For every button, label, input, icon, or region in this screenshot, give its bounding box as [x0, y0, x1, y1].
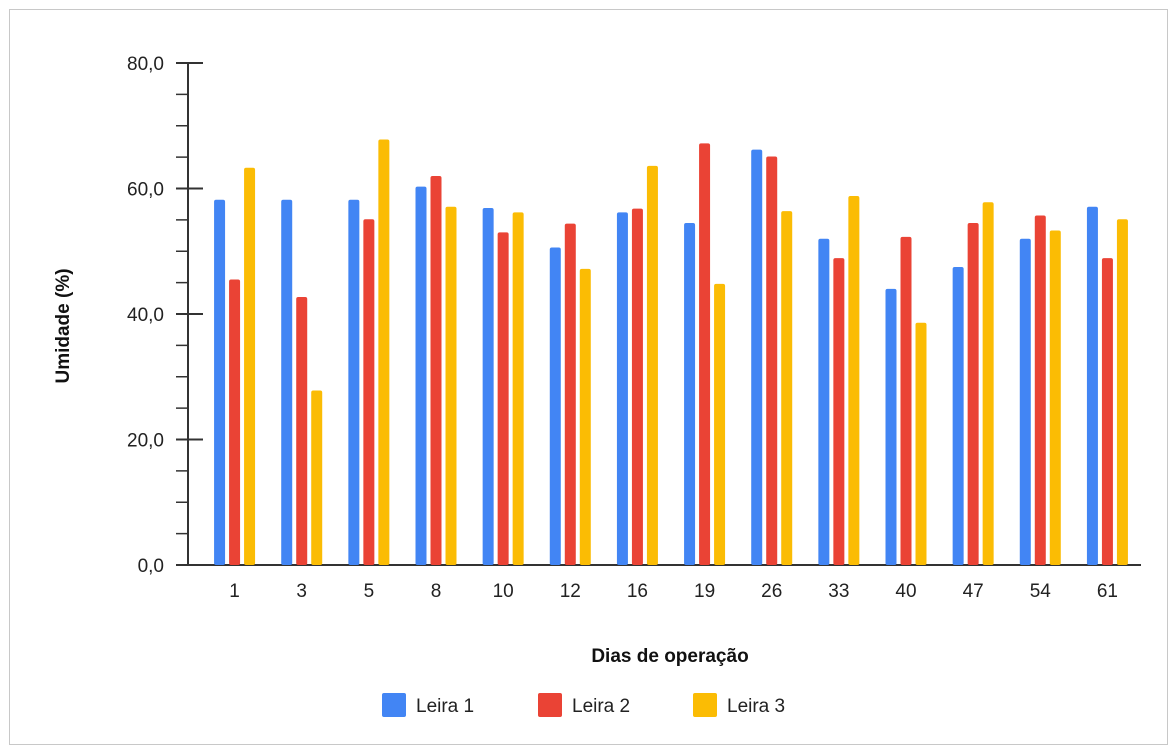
x-tick-label: 1	[229, 581, 240, 602]
legend-label: Leira 1	[416, 696, 474, 717]
x-tick-label: 3	[296, 581, 307, 602]
bar-leira-2-10	[497, 232, 509, 566]
legend: Leira 1 Leira 2 Leira 3	[382, 693, 785, 717]
bar-leira-1-5	[348, 199, 360, 566]
bar-leira-1-3	[281, 199, 293, 566]
legend-item-leira-1: Leira 1	[382, 693, 474, 717]
bar-leira-2-8	[430, 175, 442, 565]
legend-item-leira-2: Leira 2	[538, 693, 630, 717]
x-tick-label: 54	[1030, 581, 1052, 602]
bar-leira-2-40	[900, 236, 912, 565]
legend-swatch	[693, 693, 717, 717]
y-tick-label: 40,0	[127, 305, 164, 326]
bar-leira-3-1	[244, 167, 256, 566]
bar-leira-3-47	[982, 202, 994, 565]
bar-leira-2-12	[564, 223, 576, 565]
bar-leira-3-19	[714, 283, 726, 565]
bar-leira-2-33	[833, 258, 845, 565]
x-tick-label: 33	[828, 581, 849, 602]
y-tick-label: 20,0	[127, 431, 164, 452]
bar-leira-2-54	[1034, 215, 1046, 566]
bar-leira-2-19	[699, 143, 711, 565]
y-tick-label: 0,0	[138, 556, 164, 577]
bar-leira-3-54	[1049, 230, 1061, 566]
x-tick-label: 5	[364, 581, 375, 602]
x-tick-label: 12	[560, 581, 581, 602]
bar-leira-1-33	[818, 238, 830, 565]
legend-item-leira-3: Leira 3	[693, 693, 785, 717]
bar-leira-2-5	[363, 219, 375, 565]
y-axis-title: Umidade (%)	[53, 268, 74, 383]
bar-leira-1-1	[214, 199, 226, 566]
bar-leira-2-61	[1101, 258, 1113, 565]
bar-leira-2-3	[296, 297, 308, 565]
bar-leira-1-40	[885, 288, 897, 565]
x-tick-label: 8	[431, 581, 442, 602]
x-axis-title: Dias de operação	[591, 646, 748, 667]
bar-leira-1-12	[549, 247, 561, 566]
bar-leira-3-61	[1116, 219, 1128, 565]
bar-leira-3-16	[646, 165, 658, 565]
bar-leira-1-19	[684, 223, 696, 565]
bar-leira-1-8	[415, 186, 427, 565]
bar-leira-3-10	[512, 212, 524, 565]
bar-leira-2-16	[631, 208, 643, 565]
legend-swatch	[538, 693, 562, 717]
x-tick-label: 16	[627, 581, 648, 602]
x-tick-label: 40	[895, 581, 916, 602]
legend-swatch	[382, 693, 406, 717]
bar-leira-3-8	[445, 206, 457, 565]
bar-leira-1-47	[952, 266, 964, 565]
bar-leira-3-12	[579, 268, 591, 565]
y-tick-label: 60,0	[127, 180, 164, 201]
bar-leira-3-26	[781, 211, 793, 565]
x-tick-label: 26	[761, 581, 782, 602]
bar-leira-1-54	[1019, 238, 1031, 565]
bar-leira-3-40	[915, 322, 927, 565]
bar-leira-1-61	[1086, 206, 1098, 565]
bar-leira-1-26	[751, 149, 763, 565]
bar-leira-3-33	[848, 196, 860, 565]
bar-leira-3-3	[311, 390, 323, 565]
y-axis: 0,0 20,0 40,0 60,0 80,0	[127, 54, 203, 577]
bars	[214, 139, 1128, 566]
x-tick-label: 61	[1097, 581, 1118, 602]
bar-leira-1-16	[616, 212, 628, 565]
bar-leira-1-10	[482, 207, 494, 565]
x-tick-label: 19	[694, 581, 715, 602]
bar-leira-2-47	[967, 223, 979, 565]
bar-leira-2-26	[766, 156, 778, 565]
bar-leira-3-5	[378, 139, 390, 565]
x-axis: 1 3 5 8 10 12 16 19 26 33 40 47 54 61	[188, 564, 1141, 602]
y-tick-label: 80,0	[127, 54, 164, 75]
x-tick-label: 10	[493, 581, 514, 602]
legend-label: Leira 3	[727, 696, 785, 717]
bar-leira-2-1	[229, 279, 241, 565]
legend-label: Leira 2	[572, 696, 630, 717]
x-tick-label: 47	[963, 581, 984, 602]
